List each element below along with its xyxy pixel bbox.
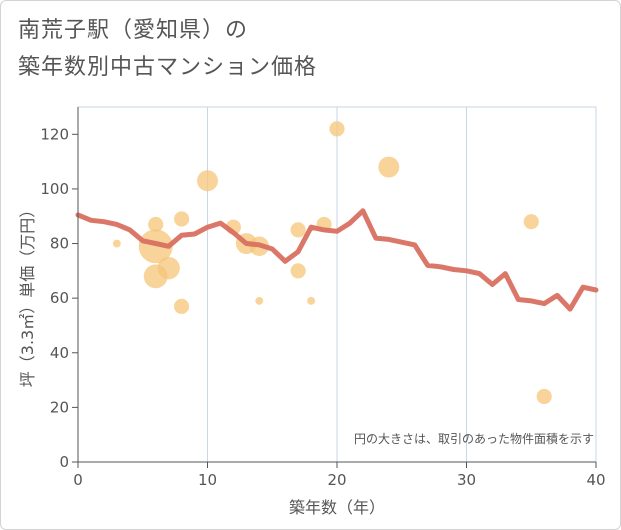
bubble xyxy=(157,256,180,280)
bubble xyxy=(290,222,306,238)
chart-title-line2: 築年数別中古マンション価格 xyxy=(18,55,318,80)
bubble xyxy=(290,263,306,279)
bubble xyxy=(536,388,552,405)
average-price-line xyxy=(75,208,599,312)
bubble xyxy=(174,298,190,314)
x-tick-label: 30 xyxy=(457,471,476,489)
y-tick-label: 120 xyxy=(40,125,69,143)
x-tick-label: 10 xyxy=(198,471,217,489)
bubble xyxy=(197,170,218,192)
bubble xyxy=(329,121,345,137)
transaction-bubbles xyxy=(112,121,552,405)
x-tick-label: 0 xyxy=(73,471,83,489)
bubble xyxy=(523,214,539,230)
y-axis-label: 坪（3.3㎡）単価（万円） xyxy=(18,202,37,387)
bubble xyxy=(138,229,173,264)
y-tick-label: 60 xyxy=(50,289,69,307)
x-tick-label: 40 xyxy=(586,471,605,489)
bubble xyxy=(148,216,164,232)
bubble xyxy=(378,156,400,178)
y-tick-label: 80 xyxy=(50,235,69,253)
x-axis-label: 築年数（年） xyxy=(289,498,385,517)
y-tick-label: 20 xyxy=(50,398,69,416)
bubble xyxy=(112,239,121,248)
y-tick-label: 40 xyxy=(50,344,69,362)
bubble xyxy=(174,211,190,227)
bubble-size-note: 円の大きさは、取引のあった物件面積を示す xyxy=(354,431,594,446)
chart-title-line1: 南荒子駅（愛知県）の xyxy=(18,18,249,43)
average-price-series xyxy=(75,208,599,312)
x-tick-label: 20 xyxy=(327,471,346,489)
bubble xyxy=(255,296,264,305)
axes xyxy=(72,107,597,468)
y-tick-label: 100 xyxy=(40,180,69,198)
tick-labels: 0 20 40 60 80 100 120 0 10 20 30 40 xyxy=(40,125,605,489)
y-tick-label: 0 xyxy=(59,453,69,471)
bubble xyxy=(307,296,316,305)
